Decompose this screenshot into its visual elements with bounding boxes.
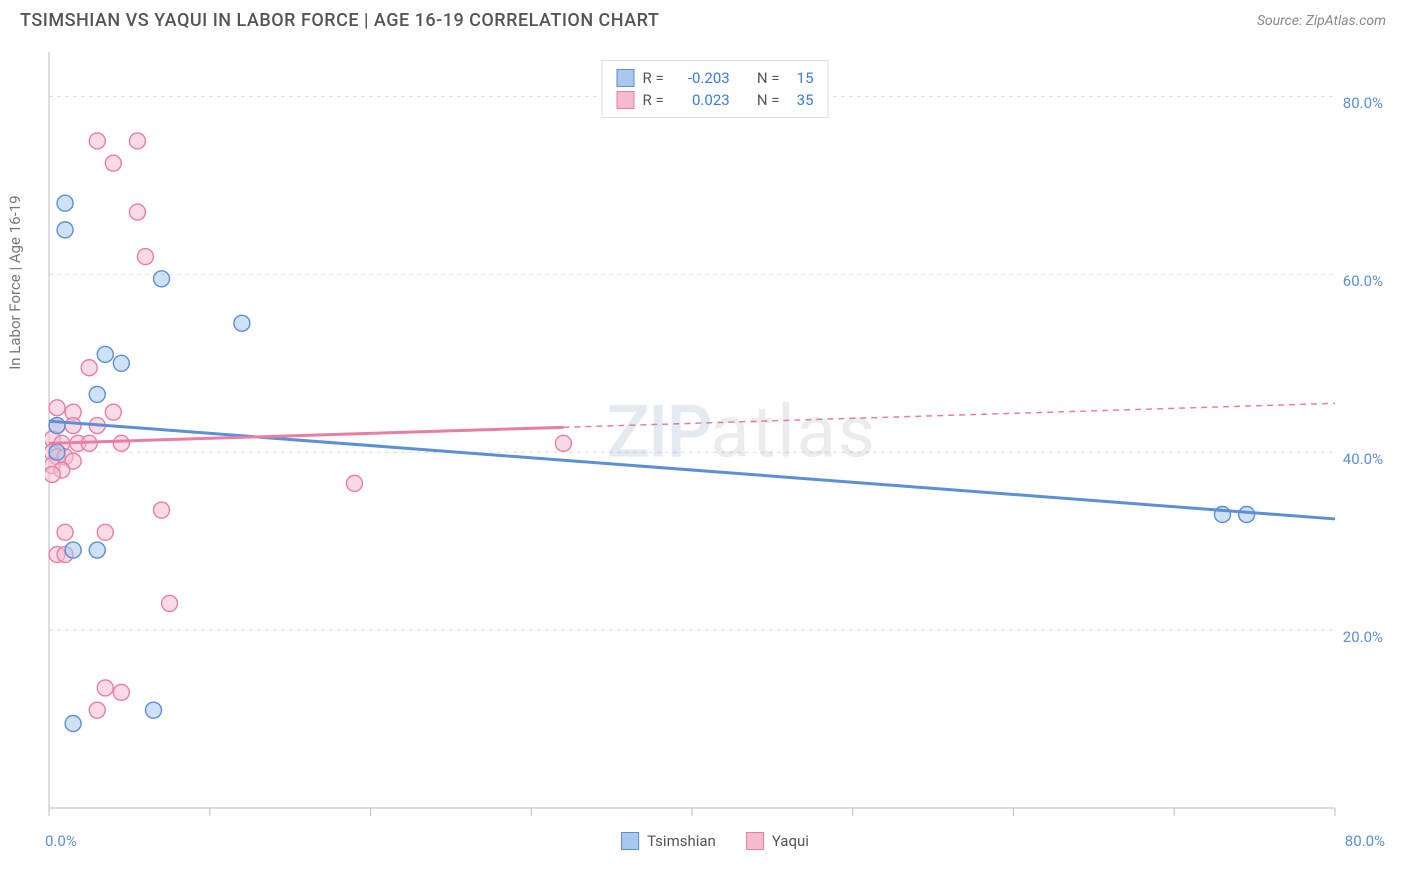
data-point: [89, 133, 105, 149]
y-tick-label: 80.0%: [1343, 94, 1383, 112]
data-point: [234, 315, 250, 331]
legend-stat-row: R = 0.023 N = 35: [616, 89, 813, 111]
data-point: [97, 680, 113, 696]
data-point: [105, 404, 121, 420]
legend-swatch: [746, 832, 764, 850]
x-tick-min: 0.0%: [45, 832, 77, 850]
series-legend: Tsimshian Yaqui: [621, 832, 809, 850]
data-point: [65, 542, 81, 558]
data-point: [97, 346, 113, 362]
y-tick-label: 20.0%: [1343, 628, 1383, 646]
x-tick-max: 80.0%: [1345, 832, 1385, 850]
data-point: [45, 466, 60, 482]
data-point: [57, 524, 73, 540]
data-point: [129, 204, 145, 220]
source-attribution: Source: ZipAtlas.com: [1257, 13, 1386, 29]
legend-series-label: Tsimshian: [647, 832, 716, 850]
correlation-legend: R = -0.203 N = 15R = 0.023 N = 35: [601, 60, 828, 118]
data-point: [89, 386, 105, 402]
legend-series-item: Tsimshian: [621, 832, 716, 850]
legend-series-label: Yaqui: [772, 832, 809, 850]
data-point: [1239, 506, 1255, 522]
data-point: [65, 716, 81, 732]
trend-line-extrapolated: [563, 403, 1335, 427]
data-point: [129, 133, 145, 149]
data-point: [113, 355, 129, 371]
legend-series-item: Yaqui: [746, 832, 809, 850]
data-point: [57, 195, 73, 211]
legend-swatch: [621, 832, 639, 850]
scatter-plot: [45, 48, 1385, 848]
legend-swatch: [616, 91, 634, 109]
data-point: [49, 400, 65, 416]
legend-swatch: [616, 69, 634, 87]
data-point: [105, 155, 121, 171]
data-point: [555, 435, 571, 451]
chart-container: In Labor Force | Age 16-19 20.0%40.0%60.…: [45, 48, 1385, 848]
trend-line: [49, 421, 1335, 519]
data-point: [113, 435, 129, 451]
y-tick-label: 40.0%: [1343, 450, 1383, 468]
chart-title: TSIMSHIAN VS YAQUI IN LABOR FORCE | AGE …: [20, 10, 659, 31]
data-point: [97, 524, 113, 540]
data-point: [57, 222, 73, 238]
data-point: [154, 271, 170, 287]
legend-stat-row: R = -0.203 N = 15: [616, 67, 813, 89]
data-point: [89, 702, 105, 718]
y-tick-label: 60.0%: [1343, 272, 1383, 290]
data-point: [49, 444, 65, 460]
y-axis-label: In Labor Force | Age 16-19: [6, 195, 24, 369]
data-point: [145, 702, 161, 718]
data-point: [154, 502, 170, 518]
data-point: [89, 542, 105, 558]
data-point: [162, 595, 178, 611]
data-point: [113, 684, 129, 700]
data-point: [65, 418, 81, 434]
data-point: [137, 249, 153, 265]
data-point: [81, 360, 97, 376]
data-point: [346, 475, 362, 491]
